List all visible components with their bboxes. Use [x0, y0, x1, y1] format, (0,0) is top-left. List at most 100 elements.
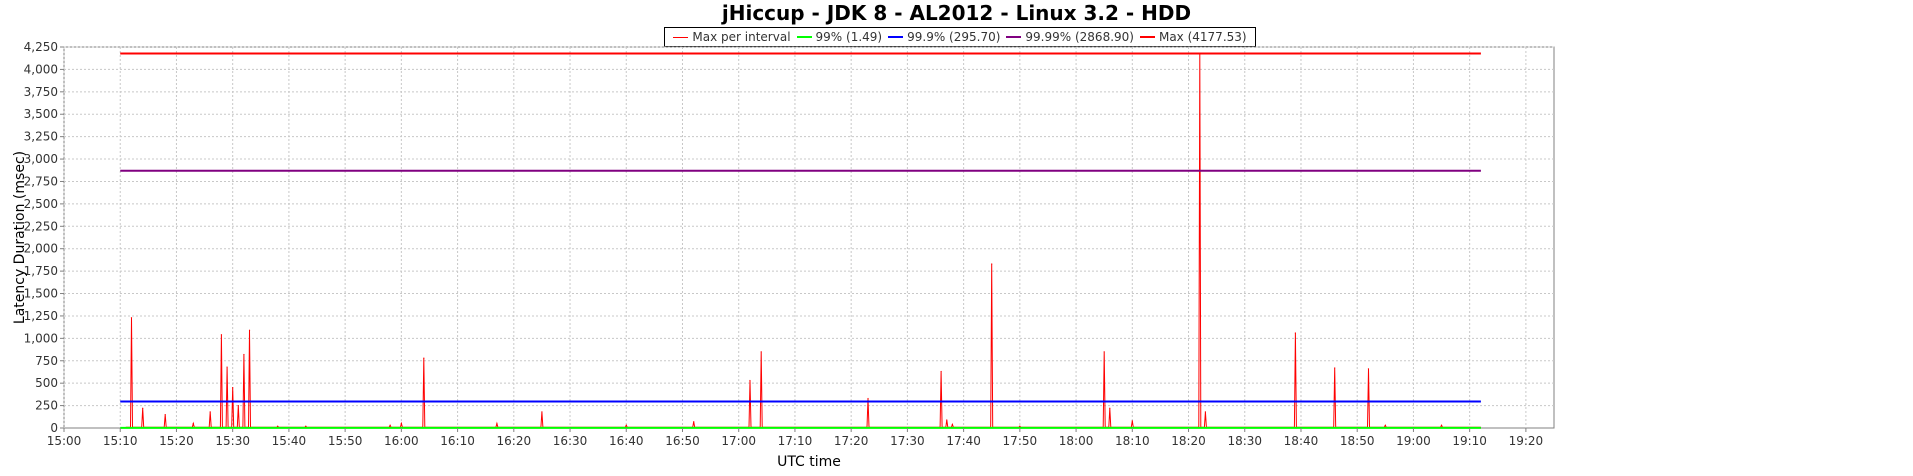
- x-tick-label: 17:20: [834, 434, 869, 448]
- x-tick-label: 16:30: [553, 434, 588, 448]
- x-tick-label: 16:50: [665, 434, 700, 448]
- x-tick-label: 19:00: [1396, 434, 1431, 448]
- x-tick-label: 15:10: [103, 434, 138, 448]
- spike-point: [209, 411, 211, 413]
- legend-item: 99% (1.49): [796, 30, 883, 44]
- spike-point: [1204, 411, 1206, 413]
- x-tick-label: 15:20: [159, 434, 194, 448]
- x-axis-title: UTC time: [777, 454, 841, 470]
- spike-point: [164, 413, 166, 416]
- x-tick-label: 18:00: [1059, 434, 1094, 448]
- x-tick-label: 17:10: [778, 434, 813, 448]
- axes: 0 250 500 750 1,000 1,250 1,500 1,750 2,000 2,250…: [24, 40, 1544, 448]
- y-tick-label: 250: [35, 399, 58, 413]
- x-tick-label: 16:20: [497, 434, 532, 448]
- x-tick-label: 18:50: [1340, 434, 1375, 448]
- chart-title: jHiccup - JDK 8 - AL2012 - Linux 3.2 - H…: [721, 1, 1192, 25]
- spike-point: [130, 317, 133, 319]
- legend-label: Max per interval: [692, 30, 791, 44]
- gridlines: [63, 46, 1554, 428]
- spike-point: [232, 387, 234, 389]
- spike-point: [496, 422, 498, 425]
- spike-point: [389, 424, 391, 426]
- spike-point: [1440, 424, 1443, 426]
- x-tick-label: 17:30: [890, 434, 925, 448]
- spike-point: [1384, 424, 1386, 426]
- x-tick-label: 17:50: [1003, 434, 1038, 448]
- y-tick-label: 4,000: [24, 62, 58, 76]
- x-tick-label: 17:40: [946, 434, 981, 448]
- legend-label: Max (4177.53): [1158, 30, 1247, 44]
- y-tick-label: 2,500: [24, 197, 58, 211]
- y-tick-label: 3,750: [24, 85, 58, 99]
- legend-item: Max per interval: [673, 30, 791, 44]
- y-axis-title: Latency Duration (msec): [12, 151, 28, 324]
- x-tick-label: 18:30: [1227, 434, 1262, 448]
- spike-point: [243, 353, 245, 356]
- legend-swatch: [673, 36, 689, 38]
- spike-point: [946, 419, 948, 421]
- y-tick-label: 3,500: [24, 107, 58, 121]
- spike-point: [541, 411, 543, 413]
- legend-item: Max (4177.53): [1139, 30, 1247, 44]
- legend-item: 99.9% (295.70): [888, 30, 1000, 44]
- legend-swatch: [796, 36, 812, 38]
- legend-swatch: [888, 36, 904, 38]
- y-tick-label: 0: [50, 421, 58, 435]
- spike-point: [1131, 420, 1133, 422]
- spike-point: [1019, 425, 1021, 427]
- y-tick-label: 2,000: [24, 242, 58, 256]
- legend-swatch: [1139, 36, 1155, 38]
- x-tick-label: 15:50: [328, 434, 363, 448]
- spike-point: [192, 422, 194, 425]
- spike-point: [625, 424, 627, 426]
- spike-point: [951, 423, 953, 426]
- legend-item: 99.99% (2868.90): [1006, 30, 1134, 44]
- y-tick-label: 2,250: [24, 219, 58, 233]
- spike-point: [142, 407, 144, 409]
- y-tick-label: 3,250: [24, 130, 58, 144]
- x-tick-label: 19:20: [1509, 434, 1544, 448]
- x-tick-label: 16:10: [440, 434, 475, 448]
- legend-label: 99% (1.49): [815, 30, 883, 44]
- y-tick-label: 1,500: [24, 287, 58, 301]
- series-layer: [120, 52, 1481, 429]
- legend-label: 99.99% (2868.90): [1025, 30, 1134, 44]
- spike-point: [693, 421, 695, 423]
- y-tick-label: 1,250: [24, 309, 58, 323]
- x-tick-label: 19:10: [1452, 434, 1487, 448]
- spike-point: [1103, 351, 1105, 353]
- y-tick-label: 1,000: [24, 331, 58, 345]
- x-tick-label: 16:40: [609, 434, 644, 448]
- spike-point: [1109, 407, 1111, 409]
- spike-point: [867, 397, 869, 400]
- plot-frame: [63, 46, 1555, 429]
- spike-point: [1334, 367, 1336, 369]
- x-tick-label: 18:40: [1284, 434, 1319, 448]
- y-tick-label: 1,750: [24, 264, 58, 278]
- spike-point: [226, 366, 228, 368]
- x-tick-label: 16:00: [384, 434, 419, 448]
- x-tick-label: 18:20: [1171, 434, 1206, 448]
- spike-point: [237, 404, 239, 407]
- plot-area: [63, 46, 1555, 429]
- spike-point: [277, 425, 279, 427]
- spike-point: [305, 425, 307, 427]
- spike-point: [760, 351, 762, 353]
- spike-point: [220, 334, 223, 336]
- spike-point: [749, 379, 751, 382]
- spike-point: [1367, 368, 1370, 370]
- x-tick-label: 18:10: [1115, 434, 1150, 448]
- y-tick-label: 3,000: [24, 152, 58, 166]
- spike-point: [991, 263, 993, 265]
- spike-point: [400, 422, 402, 425]
- spike-point: [1294, 332, 1296, 334]
- x-tick-label: 15:40: [272, 434, 307, 448]
- y-tick-label: 2,750: [24, 174, 58, 188]
- x-tick-label: 15:30: [215, 434, 250, 448]
- y-tick-label: 750: [35, 354, 58, 368]
- x-tick-label: 17:00: [721, 434, 756, 448]
- spike-point: [940, 370, 942, 373]
- y-tick-label: 500: [35, 376, 58, 390]
